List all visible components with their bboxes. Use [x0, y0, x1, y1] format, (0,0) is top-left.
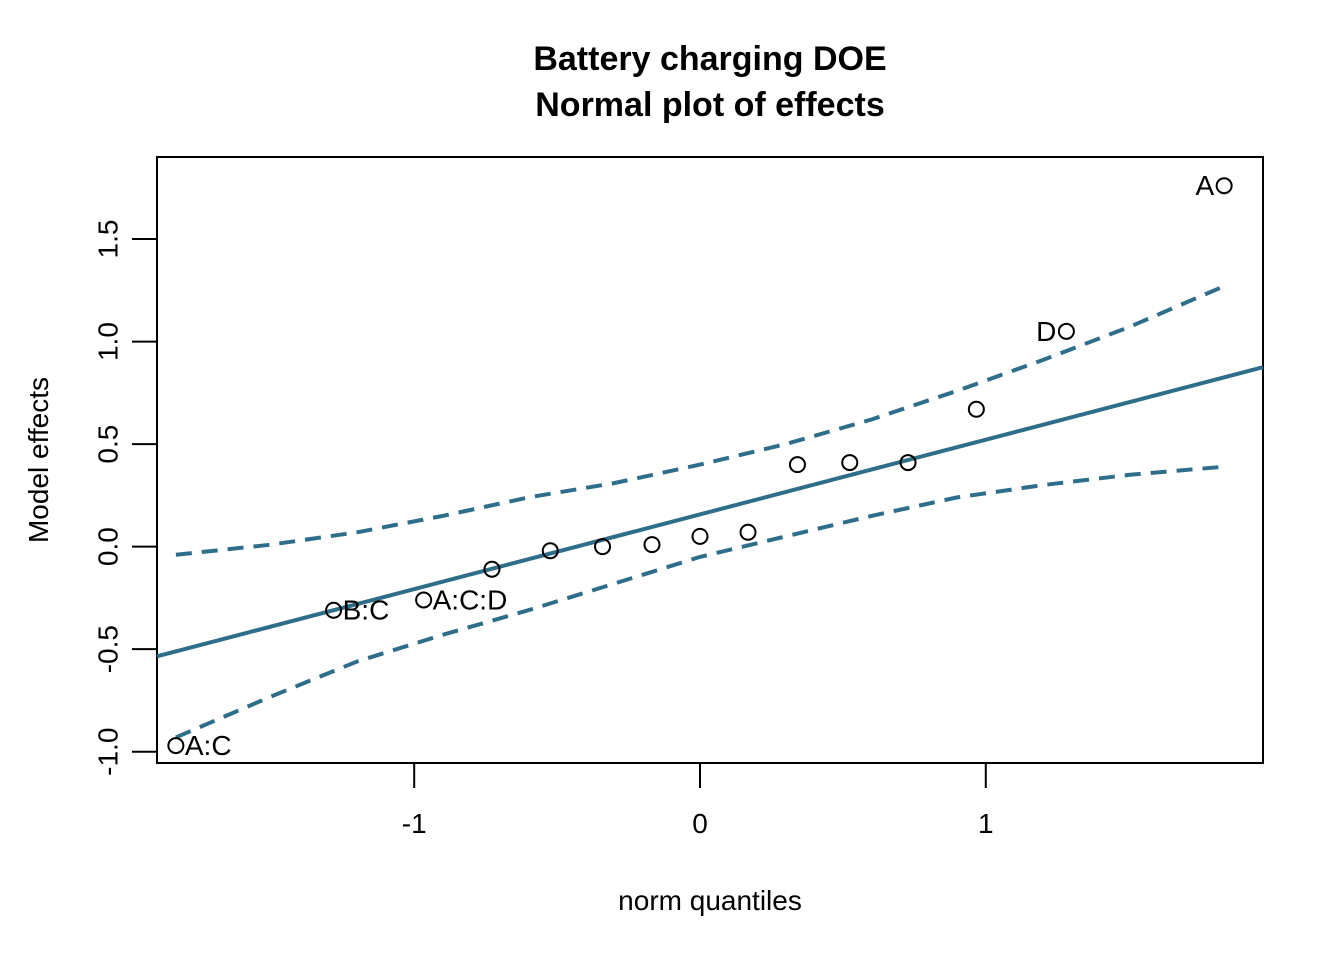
y-tick-label: -1.0 — [93, 728, 124, 776]
y-axis: -1.0 -0.5 0.0 0.5 1.0 1.5 — [93, 220, 158, 776]
y-tick-label: 0.5 — [93, 425, 124, 464]
x-axis-label: norm quantiles — [618, 885, 802, 916]
data-point — [483, 560, 501, 578]
confidence-lower-line — [175, 464, 1225, 740]
data-point — [594, 538, 612, 556]
plot-series — [156, 284, 1264, 740]
reference-line — [156, 365, 1264, 659]
y-tick-label: -0.5 — [93, 625, 124, 673]
data-point — [541, 542, 559, 560]
data-point — [691, 527, 709, 545]
x-axis: -1 0 1 — [402, 762, 994, 839]
data-point — [325, 601, 343, 619]
point-label: B:C — [343, 595, 390, 626]
point-label: D — [1036, 316, 1056, 347]
data-point — [899, 454, 917, 472]
point-label: A:C — [185, 730, 232, 761]
data-point — [643, 536, 661, 554]
point-label: A — [1195, 170, 1214, 201]
x-tick-label: 1 — [978, 808, 994, 839]
x-tick-label: 0 — [692, 808, 708, 839]
data-point — [415, 591, 433, 609]
data-point — [167, 737, 185, 755]
data-points: A:C B:C A:C:D D A — [167, 170, 1233, 761]
data-point — [1057, 322, 1075, 340]
data-point — [967, 400, 985, 418]
data-point — [1215, 177, 1233, 195]
data-point — [841, 454, 859, 472]
confidence-upper-line — [175, 284, 1225, 557]
y-axis-label: Model effects — [23, 377, 54, 543]
y-tick-label: 1.5 — [93, 220, 124, 259]
chart-title: Battery charging DOE — [533, 40, 886, 78]
plot-frame — [156, 156, 1264, 764]
y-tick-label: 0.0 — [93, 527, 124, 566]
chart-subtitle: Normal plot of effects — [535, 86, 884, 124]
y-tick-label: 1.0 — [93, 322, 124, 361]
x-tick-label: -1 — [402, 808, 427, 839]
point-label: A:C:D — [433, 584, 508, 615]
data-point — [788, 456, 806, 474]
data-point — [739, 523, 757, 541]
